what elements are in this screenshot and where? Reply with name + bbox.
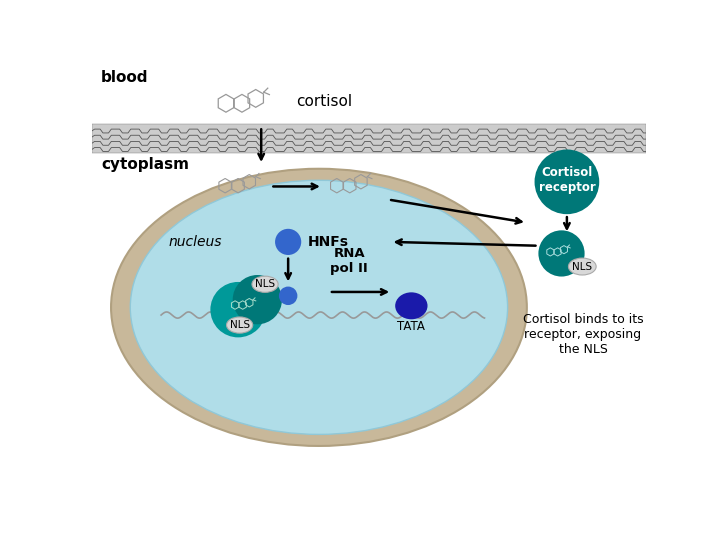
Circle shape [233, 275, 282, 325]
Text: NLS: NLS [572, 261, 593, 272]
Text: Cortisol
receptor: Cortisol receptor [539, 166, 595, 194]
Circle shape [539, 231, 585, 276]
Circle shape [534, 150, 599, 214]
Circle shape [210, 282, 266, 338]
Ellipse shape [252, 276, 278, 292]
Text: NLS: NLS [230, 320, 250, 330]
Ellipse shape [227, 317, 253, 333]
Text: RNA
pol II: RNA pol II [330, 247, 368, 275]
Ellipse shape [111, 168, 527, 446]
Text: HNFs: HNFs [307, 235, 348, 249]
Text: Cortisol binds to its
receptor, exposing
the NLS: Cortisol binds to its receptor, exposing… [523, 313, 644, 356]
Text: NLS: NLS [255, 279, 275, 289]
Text: cytoplasm: cytoplasm [101, 157, 189, 172]
Bar [92, 124, 647, 153]
Ellipse shape [395, 292, 428, 319]
Text: nucleus: nucleus [168, 235, 222, 249]
Circle shape [279, 287, 297, 305]
Circle shape [275, 229, 301, 255]
Text: cortisol: cortisol [296, 94, 352, 109]
Ellipse shape [130, 180, 508, 434]
Text: blood: blood [101, 70, 148, 85]
Text: TATA: TATA [397, 320, 426, 333]
Ellipse shape [568, 258, 596, 275]
